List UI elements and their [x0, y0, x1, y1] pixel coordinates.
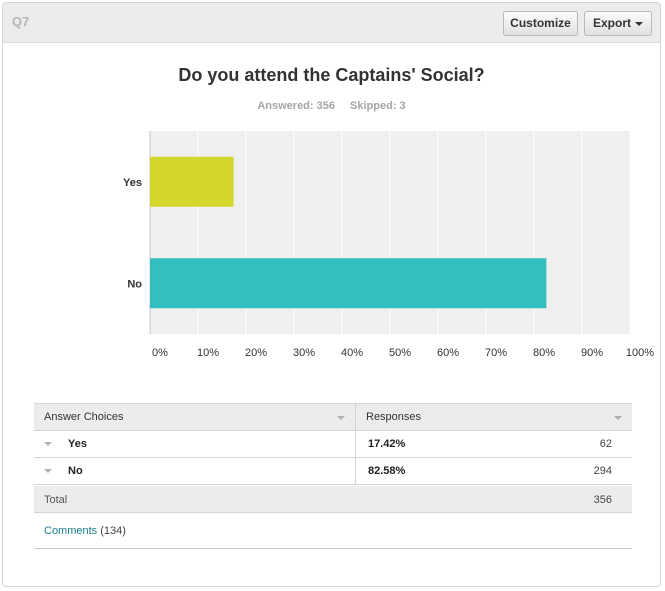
x-tick-label: 40%	[341, 347, 363, 359]
x-tick-label: 70%	[485, 347, 507, 359]
comments-link[interactable]: Comments	[44, 525, 98, 537]
x-tick-label: 50%	[389, 347, 411, 359]
bar-no	[150, 258, 547, 309]
category-label: No	[127, 278, 142, 290]
divider	[34, 548, 632, 549]
category-label: Yes	[123, 177, 142, 189]
answer-cell: Yes	[34, 431, 356, 457]
question-number: Q7	[12, 14, 30, 29]
answer-choice: Yes	[68, 438, 87, 450]
skipped-count: Skipped: 3	[350, 100, 406, 112]
x-tick-label: 90%	[581, 347, 603, 359]
panel-header: Q7 Customize Export	[3, 3, 660, 43]
export-button[interactable]: Export	[584, 11, 652, 36]
bar-chart: Yes No 0% 10% 20% 30% 40% 50% 60% 70% 80% 90% 100%	[123, 131, 654, 359]
bar-yes	[150, 156, 234, 207]
x-tick-label: 10%	[197, 347, 219, 359]
x-tick-label: 80%	[533, 347, 555, 359]
sort-icon	[337, 416, 345, 420]
expand-icon[interactable]	[44, 442, 52, 446]
response-count: 294	[593, 465, 612, 477]
responses-header[interactable]: Responses	[356, 403, 632, 431]
x-tick-label: 100%	[626, 347, 654, 359]
answer-cell: No	[34, 458, 356, 484]
response-percent: 17.42%	[368, 438, 406, 450]
total-row: Total 356	[34, 486, 632, 513]
sort-icon	[614, 416, 622, 420]
response-count: 62	[599, 438, 612, 450]
response-percent: 82.58%	[368, 465, 406, 477]
question-title: Do you attend the Captains' Social?	[178, 65, 485, 85]
total-count: 356	[593, 494, 612, 506]
responses-label: Responses	[366, 411, 422, 423]
table-row: Yes 17.42% 62	[34, 431, 632, 458]
caret-down-icon	[635, 22, 643, 26]
response-stats: Answered: 356 Skipped: 3	[3, 100, 660, 112]
expand-icon[interactable]	[44, 469, 52, 473]
answered-count: Answered: 356	[257, 100, 335, 112]
comments-link-row: Comments (134)	[44, 525, 126, 537]
customize-button[interactable]: Customize	[503, 11, 578, 36]
x-tick-label: 30%	[293, 347, 315, 359]
answer-choices-header[interactable]: Answer Choices	[34, 403, 356, 431]
x-tick-label: 0%	[152, 347, 168, 359]
total-label: Total	[44, 494, 68, 506]
export-label: Export	[592, 16, 631, 30]
answer-choices-label: Answer Choices	[44, 411, 124, 423]
x-tick-label: 20%	[245, 347, 267, 359]
answer-choice: No	[68, 465, 83, 477]
x-tick-label: 60%	[437, 347, 459, 359]
table-row: No 82.58% 294	[34, 458, 632, 485]
comments-count: (134)	[100, 525, 126, 537]
